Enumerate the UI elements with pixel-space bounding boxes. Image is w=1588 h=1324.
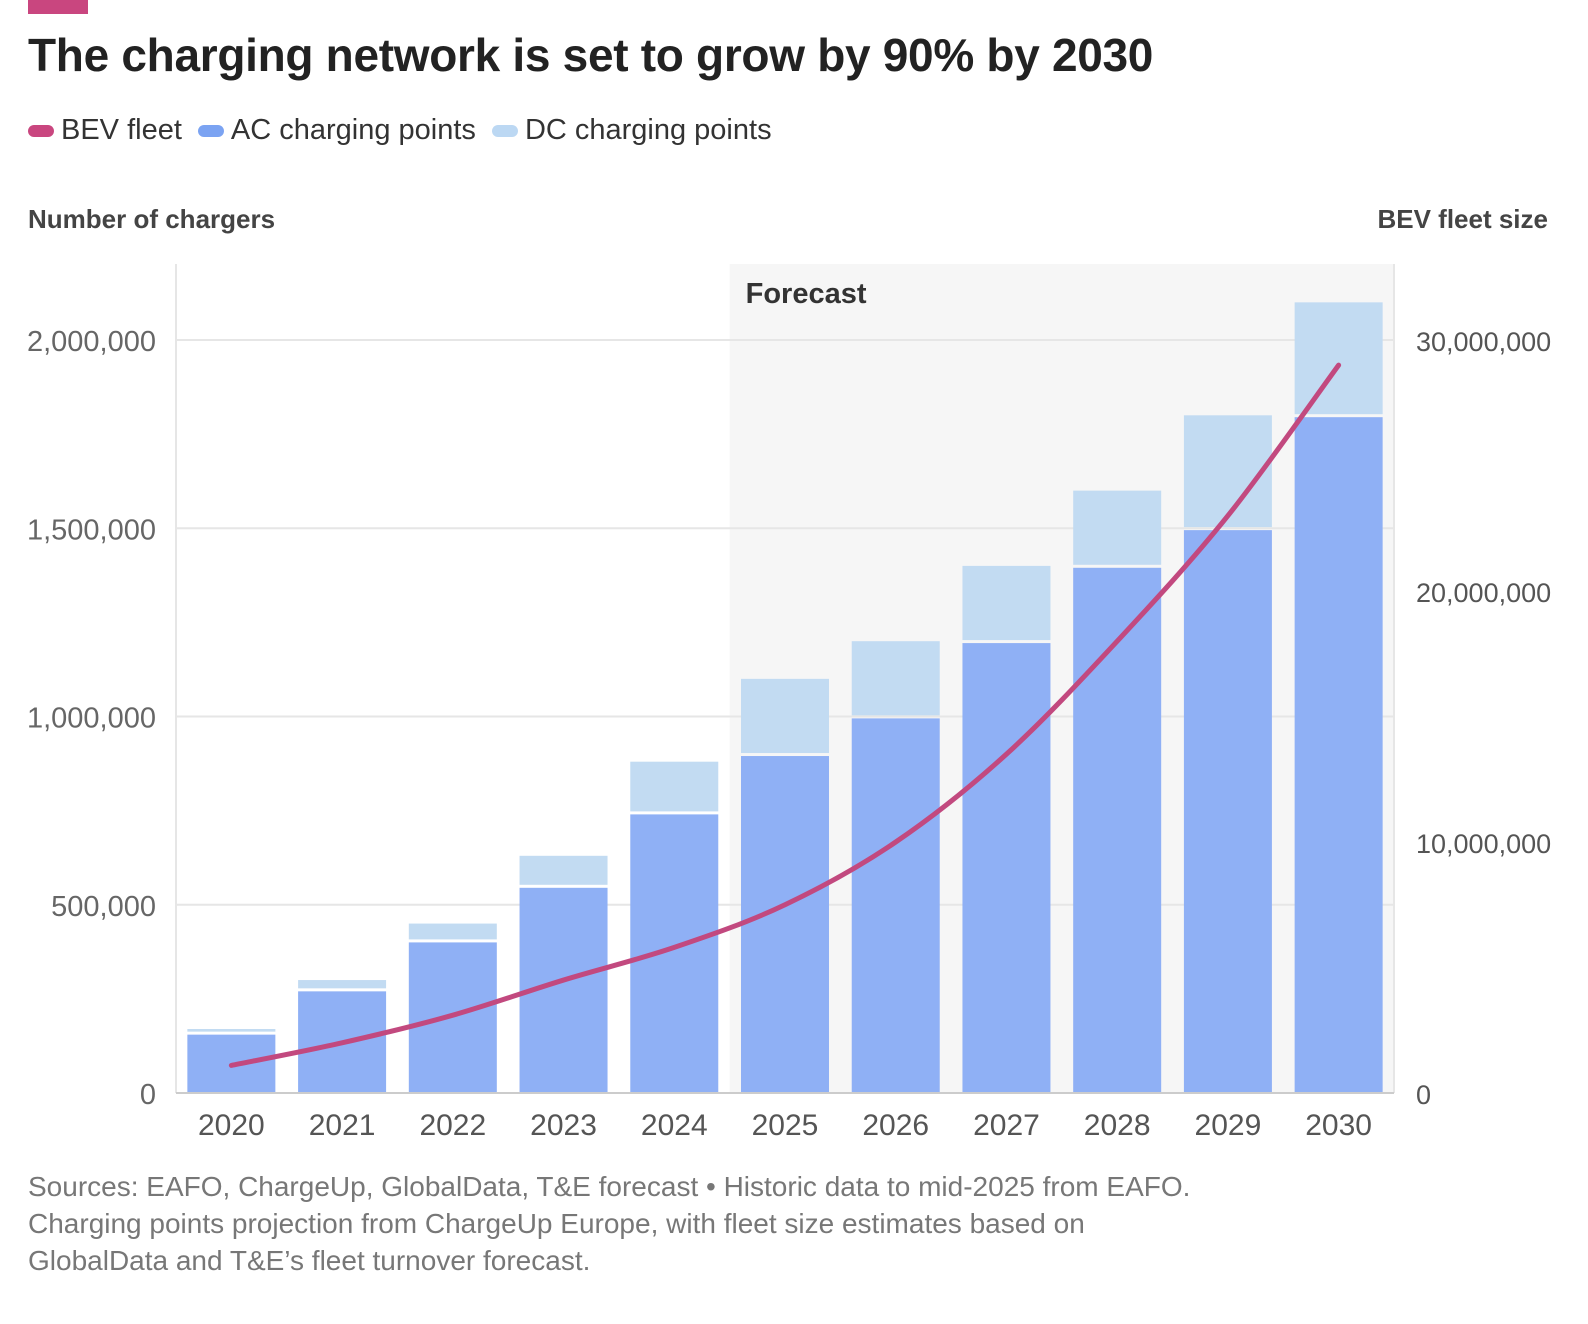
legend-label-ac-charging-points: AC charging points: [230, 114, 476, 146]
source-note-line-2: Charging points projection from ChargeUp…: [28, 1208, 1085, 1239]
accent-bar: [28, 0, 88, 14]
bar-dc-2027: [962, 565, 1051, 641]
x-tick-label-2021: 2021: [309, 1109, 376, 1142]
legend-swatch-dc-charging-points: [491, 124, 518, 137]
bar-dc-2026: [851, 641, 940, 716]
bar-ac-2028: [1073, 567, 1162, 1093]
x-tick-label-2028: 2028: [1084, 1109, 1151, 1142]
y2-tick-label-1: 10,000,000: [1416, 829, 1551, 859]
bar-ac-2029: [1183, 530, 1272, 1093]
bar-dc-2020: [187, 1028, 276, 1032]
bar-dc-2030: [1294, 302, 1383, 415]
y-axis-title-right: BEV fleet size: [1377, 204, 1548, 234]
x-tick-label-2025: 2025: [752, 1109, 819, 1142]
source-note-line-3: GlobalData and T&E’s fleet turnover fore…: [28, 1245, 591, 1276]
legend-label-bev-fleet: BEV fleet: [61, 114, 182, 146]
x-tick-label-2022: 2022: [419, 1109, 486, 1142]
bar-dc-2022: [408, 923, 497, 940]
x-tick-label-2020: 2020: [198, 1109, 265, 1142]
legend-swatch-bev-fleet: [28, 124, 54, 137]
y-tick-label-2: 1,000,000: [27, 703, 156, 735]
legend-item-bev-fleet: BEV fleet: [28, 114, 182, 147]
x-tick-label-2029: 2029: [1195, 1109, 1262, 1142]
y2-tick-label-2: 20,000,000: [1416, 578, 1551, 608]
bar-ac-2030: [1294, 417, 1383, 1093]
forecast-band: [729, 264, 1394, 1093]
bar-ac-2027: [962, 643, 1051, 1093]
y-axis-title-left: Number of chargers: [28, 204, 276, 234]
chart-plot: Forecast 0 500,000 1,000,000 1,500,000 2,000,…: [27, 264, 1551, 1142]
bar-dc-2029: [1183, 415, 1272, 528]
legend: BEV fleet AC charging points DC charging…: [28, 114, 788, 147]
bev-fleet-line: [228, 362, 1342, 1068]
legend-swatch-ac-charging-points: [197, 124, 224, 137]
bar-dc-2028: [1073, 490, 1162, 565]
y-tick-label-1: 500,000: [51, 891, 156, 923]
source-note: Sources: EAFO, ChargeUp, GlobalData, T&E…: [28, 1168, 1548, 1279]
y-tick-label-4: 2,000,000: [27, 326, 156, 358]
x-tick-label-2026: 2026: [862, 1109, 929, 1142]
bar-dc-2025: [741, 678, 829, 754]
y-tick-label-3: 1,500,000: [27, 514, 156, 546]
y-tick-label-0: 0: [140, 1079, 156, 1111]
bar-dc-2023: [519, 855, 608, 885]
x-tick-label-2024: 2024: [641, 1109, 708, 1142]
forecast-label: Forecast: [746, 278, 867, 310]
bar-ac-2026: [851, 718, 940, 1093]
bar-dc-2024: [630, 761, 719, 812]
x-tick-label-2027: 2027: [973, 1109, 1040, 1142]
x-tick-label-2023: 2023: [530, 1109, 597, 1142]
chart-title: The charging network is set to grow by 9…: [28, 29, 1154, 81]
bar-dc-2021: [298, 980, 387, 989]
x-tick-label-2030: 2030: [1305, 1109, 1372, 1142]
bar-ac-2025: [741, 756, 829, 1093]
source-note-line-1: Sources: EAFO, ChargeUp, GlobalData, T&E…: [28, 1171, 1191, 1202]
legend-item-dc-charging-points: DC charging points: [491, 114, 772, 147]
legend-label-dc-charging-points: DC charging points: [524, 114, 772, 146]
y2-tick-label-3: 30,000,000: [1416, 327, 1551, 357]
y2-tick-label-0: 0: [1416, 1080, 1431, 1110]
legend-item-ac-charging-points: AC charging points: [197, 114, 476, 147]
bar-ac-2024: [630, 814, 719, 1093]
